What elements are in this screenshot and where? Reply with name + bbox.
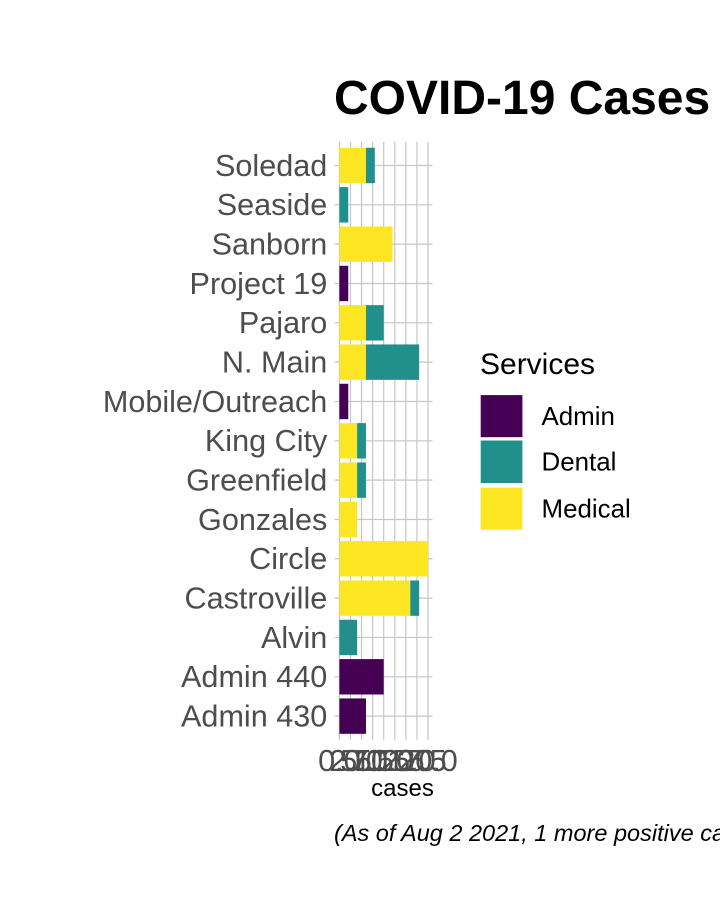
- svg-text:Soledad: Soledad: [215, 149, 327, 183]
- svg-text:Project 19: Project 19: [190, 267, 328, 301]
- svg-text:17.5: 17.5: [387, 744, 447, 778]
- svg-text:12.5: 12.5: [365, 744, 425, 778]
- svg-text:Greenfield: Greenfield: [186, 463, 327, 497]
- svg-text:Admin 440: Admin 440: [181, 660, 327, 694]
- svg-text:Seaside: Seaside: [217, 188, 328, 222]
- svg-text:20.0: 20.0: [398, 744, 458, 778]
- svg-text:Sanborn: Sanborn: [212, 227, 328, 261]
- svg-text:Gonzales: Gonzales: [198, 503, 327, 537]
- svg-text:2.5: 2.5: [329, 744, 372, 778]
- svg-text:Admin: Admin: [542, 403, 615, 431]
- svg-text:N. Main: N. Main: [222, 345, 327, 379]
- svg-text:5.0: 5.0: [340, 744, 383, 778]
- svg-text:COVID-19 Cases: COVID-19 Cases: [334, 72, 710, 125]
- svg-text:0.0: 0.0: [318, 744, 361, 778]
- svg-text:10.0: 10.0: [354, 744, 414, 778]
- svg-text:Services: Services: [480, 348, 595, 381]
- svg-text:Alvin: Alvin: [261, 621, 327, 655]
- svg-text:Castroville: Castroville: [184, 581, 327, 615]
- svg-text:15.0: 15.0: [376, 744, 436, 778]
- svg-text:Circle: Circle: [249, 542, 327, 576]
- svg-text:cases: cases: [371, 775, 434, 802]
- svg-text:Medical: Medical: [542, 495, 631, 523]
- svg-text:Pajaro: Pajaro: [239, 306, 327, 340]
- svg-text:Admin 430: Admin 430: [181, 699, 327, 733]
- svg-text:7.5: 7.5: [351, 744, 394, 778]
- svg-text:(As of Aug 2 2021, 1 more posi: (As of Aug 2 2021, 1 more positive case …: [334, 820, 720, 846]
- svg-text:Mobile/Outreach: Mobile/Outreach: [103, 385, 327, 419]
- svg-text:King City: King City: [205, 424, 328, 458]
- svg-text:Dental: Dental: [542, 448, 617, 476]
